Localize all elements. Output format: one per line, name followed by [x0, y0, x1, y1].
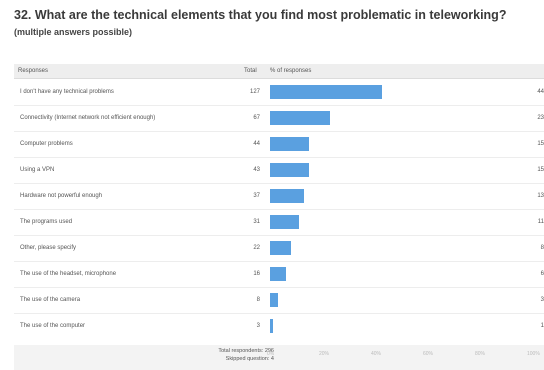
response-label: The programs used: [20, 219, 73, 225]
header-percent: % of responses: [270, 68, 312, 74]
response-percent: 44: [537, 89, 544, 95]
row-divider: [14, 287, 544, 288]
response-bar: [270, 267, 286, 281]
response-percent: 13: [537, 193, 544, 199]
response-total: 127: [249, 89, 260, 95]
row-divider: [14, 183, 544, 184]
response-total: 22: [253, 245, 260, 251]
table-row: Hardware not powerful enough 37 13: [14, 183, 544, 209]
row-divider: [14, 131, 544, 132]
response-total: 31: [253, 219, 260, 225]
response-label: The use of the camera: [20, 297, 81, 303]
response-bar: [270, 111, 330, 125]
table-row: The use of the headset, microphone 16 6: [14, 261, 544, 287]
response-percent: 1: [540, 323, 544, 329]
response-total: 37: [253, 193, 260, 199]
response-label: Computer problems: [20, 141, 73, 147]
row-divider: [14, 261, 544, 262]
row-divider: [14, 157, 544, 158]
row-divider: [14, 313, 544, 314]
response-bar: [270, 215, 299, 229]
row-divider: [14, 105, 544, 106]
table-row: Computer problems 44 15: [14, 131, 544, 157]
skipped-question: Skipped question: 4: [225, 356, 274, 362]
response-percent: 8: [540, 245, 544, 251]
table-footer: Total respondents: 296 Skipped question:…: [14, 345, 544, 370]
row-divider: [14, 235, 544, 236]
question-subtitle: (multiple answers possible): [14, 27, 133, 37]
table-row: Other, please specify 22 8: [14, 235, 544, 261]
total-respondents: Total respondents: 296: [218, 348, 274, 354]
row-divider: [14, 209, 544, 210]
response-bar: [270, 293, 278, 307]
response-bar: [270, 85, 382, 99]
response-label: The use of the headset, microphone: [20, 271, 117, 277]
response-percent: 15: [537, 141, 544, 147]
response-total: 43: [253, 167, 260, 173]
axis-ticks: 0% 20% 40% 60% 80% 100%: [267, 351, 540, 359]
response-percent: 15: [537, 167, 544, 173]
axis-tick-label: 40%: [371, 351, 382, 357]
question-title: 32. What are the technical elements that…: [14, 8, 507, 22]
response-total: 3: [256, 323, 260, 329]
response-label: Hardware not powerful enough: [20, 193, 103, 199]
response-bar: [270, 241, 291, 255]
table-header: Responses Total % of responses: [14, 64, 544, 79]
header-responses: Responses: [18, 68, 49, 74]
table-row: Connectivity (Internet network not effic…: [14, 105, 544, 131]
header-total: Total: [244, 68, 257, 74]
table-row: I don't have any technical problems 127 44: [14, 79, 544, 105]
table-row: The programs used 31 11: [14, 209, 544, 235]
axis-tick-label: 100%: [527, 351, 540, 357]
response-bar: [270, 137, 309, 151]
response-total: 8: [256, 297, 260, 303]
response-label: I don't have any technical problems: [20, 89, 114, 95]
axis-tick-label: 20%: [319, 351, 330, 357]
response-label: The use of the computer: [20, 323, 86, 329]
response-total: 16: [253, 271, 260, 277]
table-row: Using a VPN 43 15: [14, 157, 544, 183]
response-label: Other, please specify: [20, 245, 77, 251]
response-bar: [270, 319, 273, 333]
response-total: 44: [253, 141, 260, 147]
table-row: The use of the computer 3 1: [14, 313, 544, 339]
response-percent: 6: [540, 271, 544, 277]
axis-tick-label: 80%: [475, 351, 486, 357]
axis-tick-label: 0%: [267, 351, 275, 357]
response-percent: 11: [537, 219, 544, 225]
axis-tick-label: 60%: [423, 351, 434, 357]
response-percent: 23: [537, 115, 544, 121]
response-label: Using a VPN: [20, 167, 55, 173]
response-bar: [270, 189, 304, 203]
response-label: Connectivity (Internet network not effic…: [20, 115, 156, 121]
response-total: 67: [253, 115, 260, 121]
response-bar: [270, 163, 309, 177]
response-percent: 3: [540, 297, 544, 303]
table-row: The use of the camera 8 3: [14, 287, 544, 313]
